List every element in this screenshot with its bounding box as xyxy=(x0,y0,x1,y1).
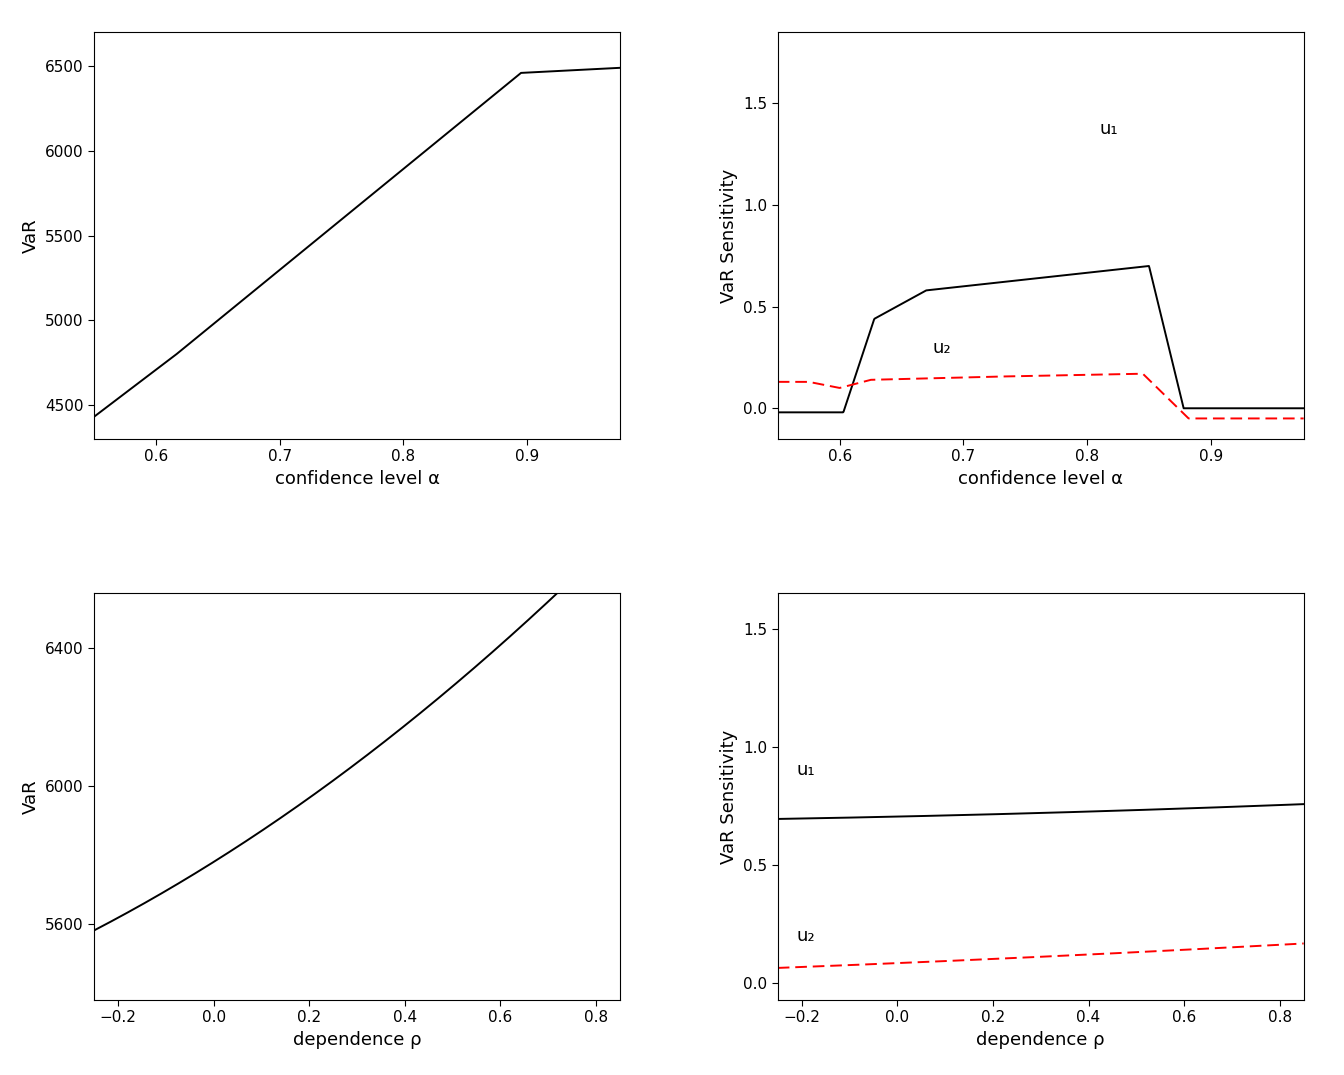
X-axis label: dependence ρ: dependence ρ xyxy=(293,1031,422,1049)
X-axis label: dependence ρ: dependence ρ xyxy=(976,1031,1105,1049)
Y-axis label: VaR: VaR xyxy=(22,218,39,253)
Text: u₁: u₁ xyxy=(1099,120,1118,138)
Y-axis label: VaR Sensitivity: VaR Sensitivity xyxy=(719,169,738,303)
X-axis label: confidence level α: confidence level α xyxy=(958,470,1124,488)
Text: u₁: u₁ xyxy=(797,761,816,779)
Y-axis label: VaR: VaR xyxy=(22,779,39,814)
Text: u₂: u₂ xyxy=(797,927,816,945)
Text: u₂: u₂ xyxy=(933,340,952,357)
X-axis label: confidence level α: confidence level α xyxy=(274,470,439,488)
Y-axis label: VaR Sensitivity: VaR Sensitivity xyxy=(719,729,738,863)
